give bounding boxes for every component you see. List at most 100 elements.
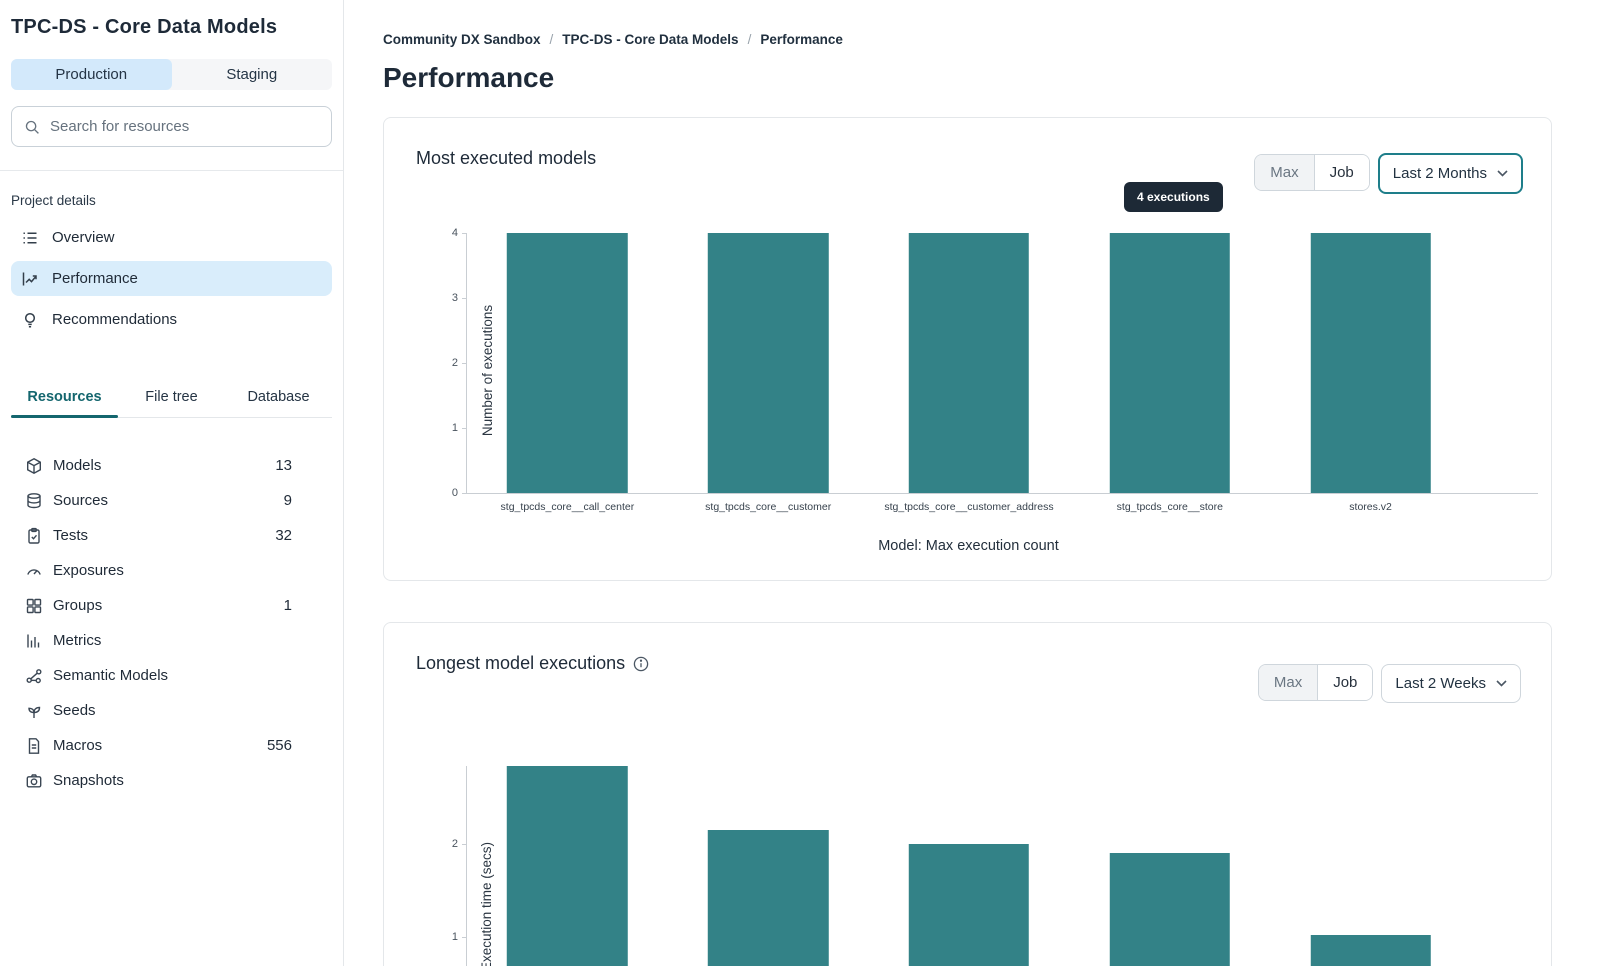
search-input[interactable]: [50, 118, 319, 135]
resource-row-exposures[interactable]: Exposures: [0, 553, 343, 588]
sidebar-item-label: Recommendations: [52, 311, 178, 328]
sidebar-item-overview[interactable]: Overview: [11, 220, 332, 255]
y-axis-tick-label: 4: [451, 227, 458, 239]
y-axis-tick-label: 2: [451, 837, 458, 850]
breadcrumb-item-account[interactable]: Community DX Sandbox: [383, 32, 541, 47]
x-axis-label: Model: Max execution count: [878, 538, 1059, 554]
resource-count: 32: [275, 527, 292, 544]
x-category-label: stg_tpcds_core__store: [1116, 501, 1223, 513]
resource-count: 9: [283, 492, 292, 509]
resource-row-sources[interactable]: Sources 9: [0, 483, 343, 518]
tab-file-tree[interactable]: File tree: [118, 381, 225, 417]
max-job-toggle: Max Job: [1254, 154, 1370, 191]
y-axis-tick-mark: [462, 493, 467, 494]
bar[interactable]: [707, 829, 829, 966]
y-axis-tick-label: 0: [451, 487, 458, 499]
environment-staging-button[interactable]: Staging: [172, 59, 333, 90]
resource-row-macros[interactable]: Macros 556: [0, 728, 343, 763]
bar[interactable]: [507, 233, 628, 493]
breadcrumb: Community DX Sandbox / TPC-DS - Core Dat…: [383, 32, 1552, 47]
resource-count: 556: [266, 737, 292, 754]
breadcrumb-separator: /: [549, 32, 554, 47]
bar[interactable]: [908, 233, 1030, 493]
resource-row-seeds[interactable]: Seeds: [0, 693, 343, 728]
card-title: Most executed models: [416, 148, 596, 169]
sprout-icon: [25, 702, 43, 720]
breadcrumb-item-project[interactable]: TPC-DS - Core Data Models: [562, 32, 739, 47]
y-axis-tick-mark: [462, 233, 467, 234]
resource-label: Sources: [53, 492, 109, 509]
y-axis-tick-mark: [462, 937, 467, 939]
clipboard-check-icon: [25, 527, 43, 545]
y-axis-tick-label: 1: [451, 931, 458, 944]
search-box[interactable]: [11, 106, 332, 147]
card-title-text: Most executed models: [416, 148, 597, 168]
main-content: Community DX Sandbox / TPC-DS - Core Dat…: [345, 0, 1621, 966]
resource-label: Metrics: [53, 632, 102, 649]
tab-resources[interactable]: Resources: [11, 381, 118, 418]
bar[interactable]: [908, 843, 1030, 966]
resource-row-tests[interactable]: Tests 32: [0, 518, 343, 553]
sidebar-item-label: Performance: [52, 270, 138, 287]
project-details-label: Project details: [11, 193, 96, 208]
y-axis-tick-mark: [462, 428, 467, 429]
resource-row-semantic-models[interactable]: Semantic Models: [0, 658, 343, 693]
longest-model-executions-chart: 012: [452, 766, 1471, 966]
resource-row-groups[interactable]: Groups 1: [0, 588, 343, 623]
job-toggle-button[interactable]: Job: [1313, 155, 1369, 190]
sidebar-item-label: Overview: [52, 229, 115, 246]
x-axis-line-extension: [1471, 493, 1538, 494]
list-icon: [21, 229, 39, 247]
card-title: Longest model executions: [416, 653, 649, 674]
sidebar-item-performance[interactable]: Performance: [11, 261, 332, 296]
grid-icon: [25, 597, 43, 615]
job-toggle-button[interactable]: Job: [1317, 665, 1373, 700]
x-category-label: stg_tpcds_core__customer_address: [884, 501, 1054, 513]
date-range-value: Last 2 Weeks: [1395, 675, 1486, 692]
sidebar-item-recommendations[interactable]: Recommendations: [11, 302, 332, 337]
chevron-down-icon: [1496, 680, 1507, 687]
sidebar: TPC-DS - Core Data Models Production Sta…: [0, 0, 344, 966]
x-category-label: stg_tpcds_core__call_center: [500, 501, 635, 513]
x-category-label: stg_tpcds_core__customer: [705, 501, 832, 513]
resource-label: Snapshots: [53, 772, 124, 789]
resource-row-snapshots[interactable]: Snapshots: [0, 763, 343, 798]
camera-icon: [25, 772, 43, 790]
bar[interactable]: [1310, 934, 1431, 966]
resource-count: 1: [283, 597, 292, 614]
file-text-icon: [25, 737, 43, 755]
bar[interactable]: [1109, 233, 1231, 493]
y-axis-tick-label: 2: [451, 357, 458, 369]
x-category-label: stores.v2: [1349, 501, 1392, 513]
project-details-nav: Overview Performance Recommendations: [11, 220, 332, 337]
nodes-icon: [25, 667, 43, 685]
resource-count: 13: [275, 457, 292, 474]
resource-row-models[interactable]: Models 13: [0, 448, 343, 483]
environment-toggle: Production Staging: [11, 59, 332, 90]
date-range-select[interactable]: Last 2 Weeks: [1381, 664, 1521, 703]
chevron-down-icon: [1497, 170, 1508, 177]
environment-production-button[interactable]: Production: [11, 59, 172, 90]
bar-chart-icon: [25, 632, 43, 650]
resource-row-metrics[interactable]: Metrics: [0, 623, 343, 658]
max-toggle-button[interactable]: Max: [1255, 155, 1314, 190]
card-title-text: Longest model executions: [416, 653, 626, 673]
search-icon: [24, 119, 40, 135]
resource-label: Exposures: [53, 562, 124, 579]
tab-database[interactable]: Database: [225, 381, 332, 417]
y-axis-tick-label: 1: [451, 422, 458, 434]
date-range-select[interactable]: Last 2 Months: [1377, 153, 1523, 194]
breadcrumb-separator: /: [747, 32, 752, 47]
bar[interactable]: [507, 766, 628, 966]
most-executed-models-chart: 0 1 2 3 4 stg_tpcds_core__call_center stg_tpcd…: [452, 227, 1538, 513]
longest-model-executions-card: Longest model executions Max Job Last 2 …: [383, 622, 1552, 966]
resource-label: Semantic Models: [53, 667, 169, 684]
max-toggle-button[interactable]: Max: [1258, 665, 1318, 700]
chart-tooltip: 4 executions: [1124, 182, 1223, 212]
info-icon[interactable]: [633, 656, 649, 672]
bar[interactable]: [1310, 233, 1431, 493]
bar[interactable]: [707, 233, 829, 493]
resource-label: Tests: [53, 527, 89, 544]
bar[interactable]: [1109, 853, 1231, 966]
